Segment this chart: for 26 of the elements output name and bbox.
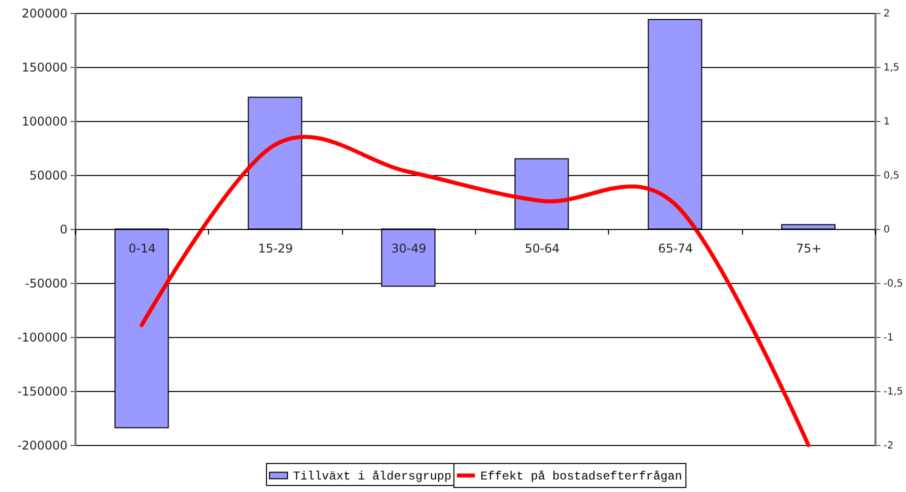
y2-tick-label: 1: [884, 116, 890, 128]
y-tick-label: 200000: [22, 6, 68, 20]
y-tick-label: -100000: [17, 330, 68, 344]
x-tick-label: 30-49: [391, 242, 426, 256]
legend-label: Tillväxt i åldersgrupp: [293, 470, 452, 484]
legend-label: Effekt på bostadsefterfrågan: [480, 470, 682, 484]
y-tick-label: -50000: [24, 276, 68, 290]
y2-tick-label: -0,5: [884, 278, 904, 290]
x-tick-label: 50-64: [524, 242, 560, 256]
y2-tick-label: 0: [884, 224, 890, 236]
y-tick-label: -200000: [17, 438, 68, 452]
x-tick-label: 75+: [796, 242, 822, 256]
y-tick-label: -150000: [17, 384, 68, 398]
y2-tick-label: 0,5: [884, 170, 900, 182]
y2-tick-label: -2: [884, 440, 894, 452]
y-tick-label: 100000: [22, 114, 68, 128]
y-tick-label: 0: [60, 222, 68, 236]
x-tick-label: 65-74: [658, 242, 693, 256]
x-tick-label: 15-29: [258, 242, 293, 256]
y2-tick-label: -1,5: [884, 386, 904, 398]
y2-tick-label: 2: [884, 8, 890, 20]
y2-tick-label: -1: [884, 332, 894, 344]
y-tick-label: 150000: [22, 60, 68, 74]
y-tick-label: 50000: [29, 168, 68, 182]
y2-tick-label: 1,5: [884, 62, 900, 74]
x-tick-label: 0-14: [128, 242, 156, 256]
